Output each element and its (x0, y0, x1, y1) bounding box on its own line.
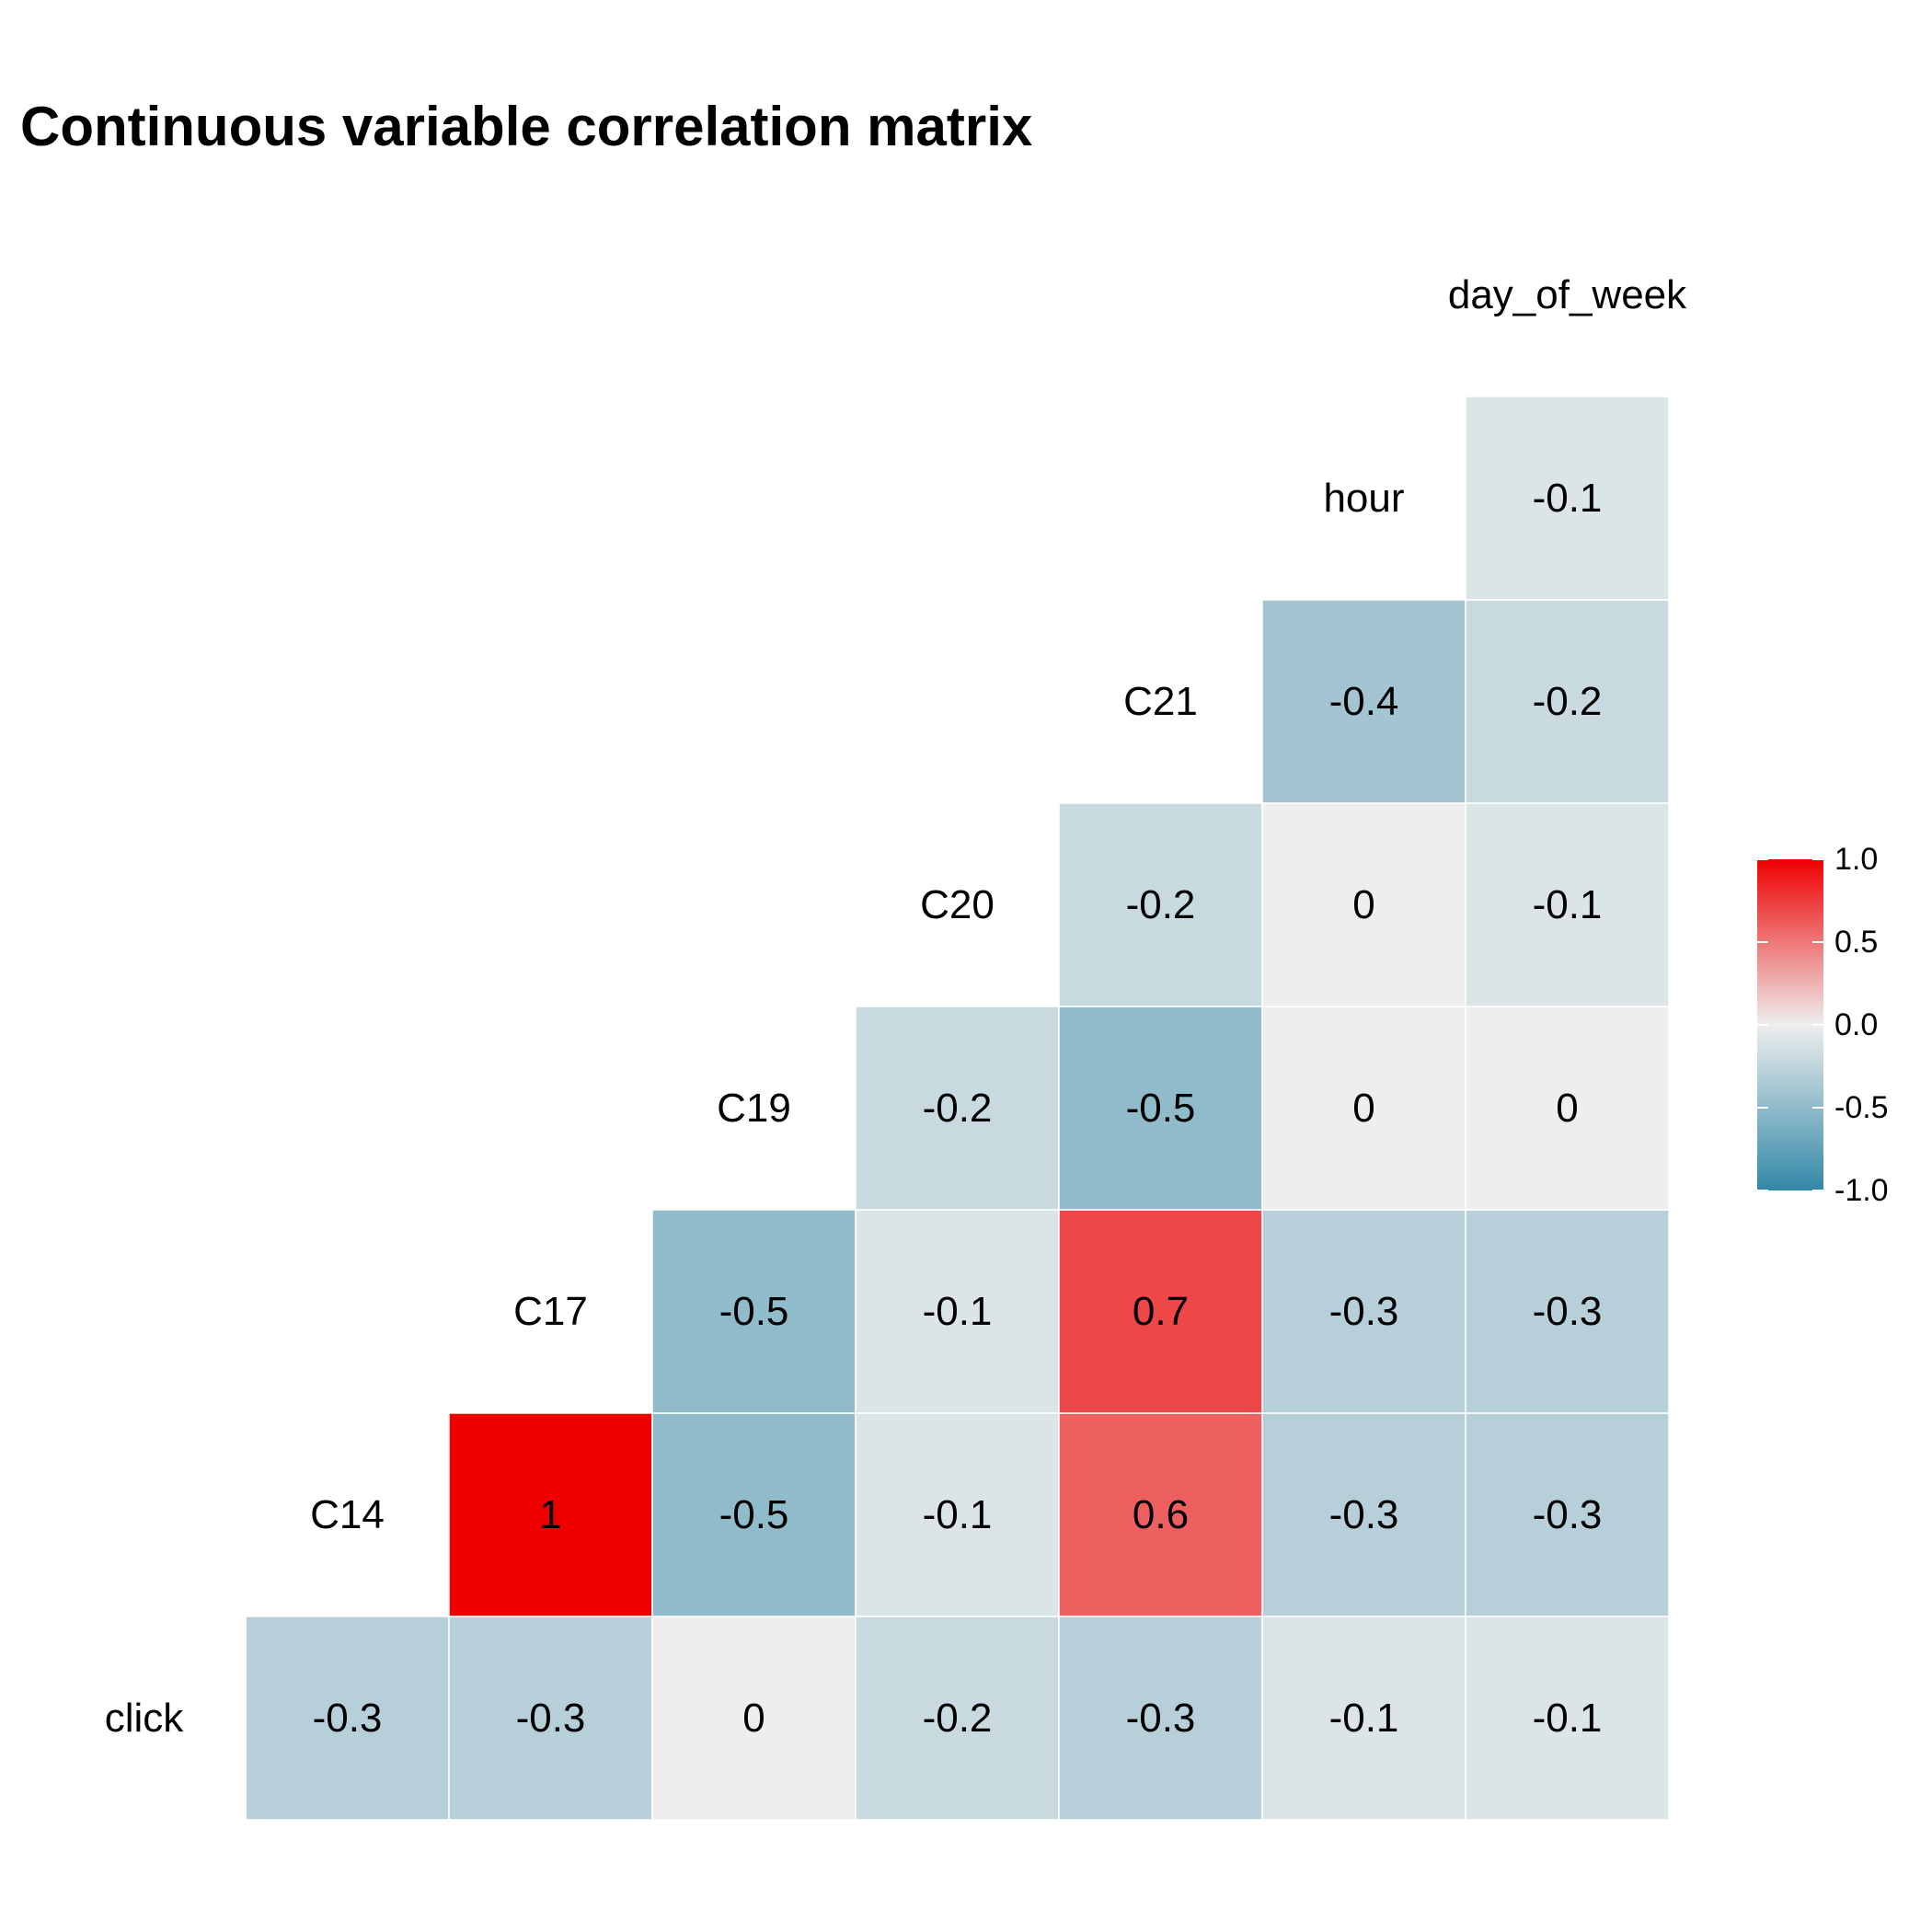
cell-value-label: -0.4 (1329, 679, 1399, 724)
heatmap-cell-C14-C20 (855, 1412, 1060, 1617)
heatmap-cell-C19-C20 (855, 1006, 1060, 1211)
heatmap-cell-click-C17 (448, 1616, 653, 1821)
variable-labels: click C14 C17 C19 C20 C21 hour day_of_week (105, 272, 1687, 1741)
heatmap-cell-hour-day_of_week (1465, 396, 1670, 601)
heatmap-cell-C20-day_of_week (1465, 802, 1670, 1007)
cell-value-label: -0.1 (1533, 476, 1603, 521)
cell-value-label: -0.1 (923, 1289, 993, 1334)
cell-value-label: 0 (742, 1696, 765, 1741)
heatmap-cell-C17-C21 (1058, 1209, 1263, 1414)
cell-value-label: -0.3 (1533, 1492, 1603, 1537)
cell-value-label: 1 (539, 1492, 561, 1537)
heatmap-cell-click-C20 (855, 1616, 1060, 1821)
heatmap-cell-C14-C17 (448, 1412, 653, 1617)
cell-value-label: -0.2 (923, 1086, 993, 1131)
heatmap-cell-C20-C21 (1058, 802, 1263, 1007)
heatmap-cells: -0.3 -0.3 0 -0.2 -0.3 -0.1 -0.1 1 -0.5 -0.1 0.6 -0.… (245, 396, 1670, 1821)
legend-tick-label: 1.0 (1834, 842, 1878, 877)
heatmap-cell-C17-day_of_week (1465, 1209, 1670, 1414)
heatmap-cell-click-day_of_week (1465, 1616, 1670, 1821)
heatmap-cell-C19-hour (1261, 1006, 1466, 1211)
chart-title: Continuous variable correlation matrix (20, 96, 1032, 157)
cell-value-label: -0.2 (1126, 882, 1196, 927)
cell-value-label: -0.3 (1329, 1289, 1399, 1334)
cell-value-label: -0.2 (923, 1696, 993, 1741)
heatmap-cell-C14-hour (1261, 1412, 1466, 1617)
cell-value-label: 0.6 (1133, 1492, 1189, 1537)
cell-value-label: -0.3 (313, 1696, 383, 1741)
cell-value-label: 0.7 (1133, 1289, 1189, 1334)
cell-value-label: -0.3 (516, 1696, 586, 1741)
legend-tick-label: -1.0 (1834, 1173, 1889, 1208)
cell-value-label: -0.3 (1126, 1696, 1196, 1741)
cell-value-label: -0.1 (923, 1492, 993, 1537)
heatmap-cell-C19-C21 (1058, 1006, 1263, 1211)
heatmap-cell-C14-C19 (651, 1412, 857, 1617)
cell-value-label: 0 (1352, 1086, 1374, 1131)
variable-label-day_of_week: day_of_week (1448, 272, 1687, 317)
legend-tick-label: 0.5 (1834, 925, 1878, 960)
legend-tick-label: -0.5 (1834, 1090, 1889, 1125)
heatmap-cell-C17-C20 (855, 1209, 1060, 1414)
cell-value-label: -0.1 (1329, 1696, 1399, 1741)
cell-value-label: 0 (1352, 882, 1374, 927)
cell-value-label: -0.5 (1126, 1086, 1196, 1131)
cell-value-label: -0.3 (1329, 1492, 1399, 1537)
cell-value-label: -0.1 (1533, 1696, 1603, 1741)
heatmap-cell-C17-hour (1261, 1209, 1466, 1414)
variable-label-C14: C14 (310, 1492, 385, 1537)
variable-label-hour: hour (1323, 476, 1404, 521)
heatmap-cell-C14-day_of_week (1465, 1412, 1670, 1617)
variable-label-C20: C20 (920, 882, 995, 927)
cell-value-label: -0.5 (719, 1289, 789, 1334)
heatmap-cell-click-hour (1261, 1616, 1466, 1821)
variable-label-click: click (105, 1696, 185, 1741)
heatmap-cell-C21-day_of_week (1465, 599, 1670, 804)
variable-label-C17: C17 (513, 1289, 588, 1334)
cell-value-label: -0.5 (719, 1492, 789, 1537)
cell-value-label: -0.3 (1533, 1289, 1603, 1334)
color-legend: 1.0 0.5 0.0 -0.5 -1.0 (1757, 842, 1889, 1208)
cell-value-label: 0 (1556, 1086, 1578, 1131)
heatmap-cell-click-C14 (245, 1616, 450, 1821)
legend-tick-label: 0.0 (1834, 1007, 1878, 1042)
cell-value-label: -0.2 (1533, 679, 1603, 724)
heatmap-cell-C17-C19 (651, 1209, 857, 1414)
variable-label-C19: C19 (717, 1086, 791, 1131)
cell-value-label: -0.1 (1533, 882, 1603, 927)
heatmap-cell-click-C21 (1058, 1616, 1263, 1821)
variable-label-C21: C21 (1123, 679, 1198, 724)
